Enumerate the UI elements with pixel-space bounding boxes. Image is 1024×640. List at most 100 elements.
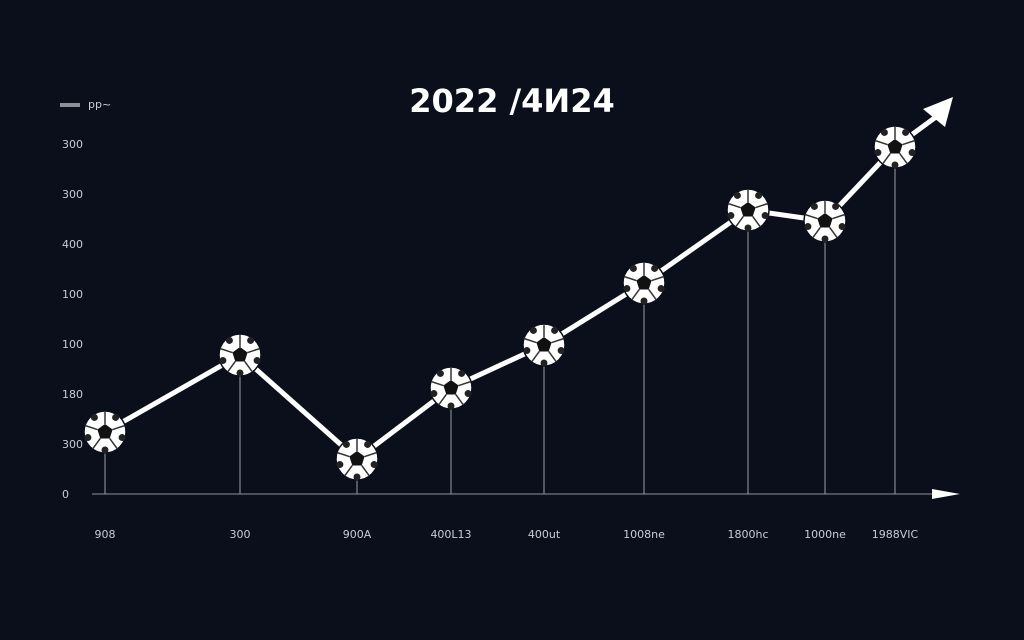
ball-patch <box>657 285 665 293</box>
x-tick-label: 1008ne <box>623 528 665 541</box>
ball-seam <box>623 275 637 282</box>
ball-patch <box>727 212 735 220</box>
ball-pentagon <box>817 213 833 228</box>
ball-patch <box>744 224 752 232</box>
ball-patch <box>436 369 444 377</box>
ball-seam <box>651 275 665 282</box>
ball-seam <box>364 451 378 458</box>
ball-seam <box>430 380 444 387</box>
ball-pentagon <box>887 139 903 154</box>
ball-patch <box>464 390 472 398</box>
ball-pentagon <box>740 202 756 217</box>
ball-patch <box>90 413 98 421</box>
ball-patch <box>364 440 372 448</box>
ball-patch <box>118 434 126 442</box>
y-tick-label: 0 <box>62 488 69 501</box>
ball-seam <box>361 465 370 477</box>
ball-patch <box>447 402 455 410</box>
x-tick-label: 1800hc <box>727 528 768 541</box>
ball-patch <box>810 202 818 210</box>
soccer-ball-icon <box>522 323 566 367</box>
x-axis-arrow-icon <box>932 489 960 499</box>
ball-patch <box>640 297 648 305</box>
legend-label: pp~ <box>88 98 112 111</box>
ball-patch <box>902 128 910 136</box>
x-tick-label: 900A <box>343 528 372 541</box>
ball-patch <box>236 369 244 377</box>
legend: pp~ <box>60 98 111 111</box>
ball-seam <box>344 465 353 477</box>
ball-patch <box>838 223 846 231</box>
ball-patch <box>370 461 378 469</box>
ball-seam <box>458 380 472 387</box>
ball-patch <box>629 264 637 272</box>
x-tick-label: 1000ne <box>804 528 846 541</box>
ball-seam <box>548 351 557 363</box>
ball-pentagon <box>636 275 652 290</box>
chart-title: 2022 /4И24 <box>409 82 615 120</box>
x-tick-label: 400ut <box>528 528 561 541</box>
ball-seam <box>531 351 540 363</box>
soccer-ball-icon <box>218 333 262 377</box>
ball-patch <box>219 357 227 365</box>
ball-seam <box>227 361 236 373</box>
ball-patch <box>651 264 659 272</box>
ball-patch <box>755 191 763 199</box>
ball-seam <box>727 202 741 209</box>
trend-arrow-icon <box>923 97 953 127</box>
ball-pentagon <box>232 347 248 362</box>
soccer-ball-icon <box>803 199 847 243</box>
ball-patch <box>336 461 344 469</box>
ball-patch <box>880 128 888 136</box>
ball-seam <box>631 289 640 301</box>
soccer-ball-icon <box>335 437 379 481</box>
ball-seam <box>109 438 118 450</box>
y-tick-label: 100 <box>62 288 83 301</box>
x-tick-label: 908 <box>95 528 116 541</box>
ball-patch <box>551 326 559 334</box>
ball-seam <box>551 337 565 344</box>
ball-seam <box>812 227 821 239</box>
ball-seam <box>84 424 98 431</box>
soccer-ball-icon <box>726 188 770 232</box>
ball-patch <box>523 347 531 355</box>
ball-seam <box>752 216 761 228</box>
ball-seam <box>336 451 350 458</box>
y-tick-label: 300 <box>62 438 83 451</box>
ball-seam <box>755 202 769 209</box>
ball-seam <box>882 153 891 165</box>
legend-swatch <box>60 102 80 107</box>
ball-seam <box>247 347 261 354</box>
ball-seam <box>219 347 233 354</box>
ball-patch <box>430 390 438 398</box>
ball-patch <box>761 212 769 220</box>
ball-patch <box>540 359 548 367</box>
ball-seam <box>438 394 447 406</box>
ball-patch <box>874 149 882 157</box>
ball-patch <box>225 336 233 344</box>
ball-patch <box>101 446 109 454</box>
ball-patch <box>529 326 537 334</box>
ball-seam <box>244 361 253 373</box>
ball-seam <box>832 213 846 220</box>
ball-seam <box>523 337 537 344</box>
soccer-ball-icon <box>622 261 666 305</box>
ball-seam <box>735 216 744 228</box>
ball-patch <box>821 235 829 243</box>
y-tick-label: 400 <box>62 238 83 251</box>
y-tick-label: 100 <box>62 338 83 351</box>
ball-seam <box>874 139 888 146</box>
ball-seam <box>899 153 908 165</box>
ball-patch <box>342 440 350 448</box>
ball-pentagon <box>536 337 552 352</box>
ball-seam <box>455 394 464 406</box>
soccer-ball-icon <box>873 125 917 169</box>
ball-patch <box>733 191 741 199</box>
ball-patch <box>623 285 631 293</box>
ball-seam <box>112 424 126 431</box>
x-tick-label: 1988VIC <box>872 528 919 541</box>
x-tick-label: 400L13 <box>430 528 471 541</box>
y-tick-label: 300 <box>62 188 83 201</box>
x-tick-label: 300 <box>230 528 251 541</box>
ball-pentagon <box>97 424 113 439</box>
